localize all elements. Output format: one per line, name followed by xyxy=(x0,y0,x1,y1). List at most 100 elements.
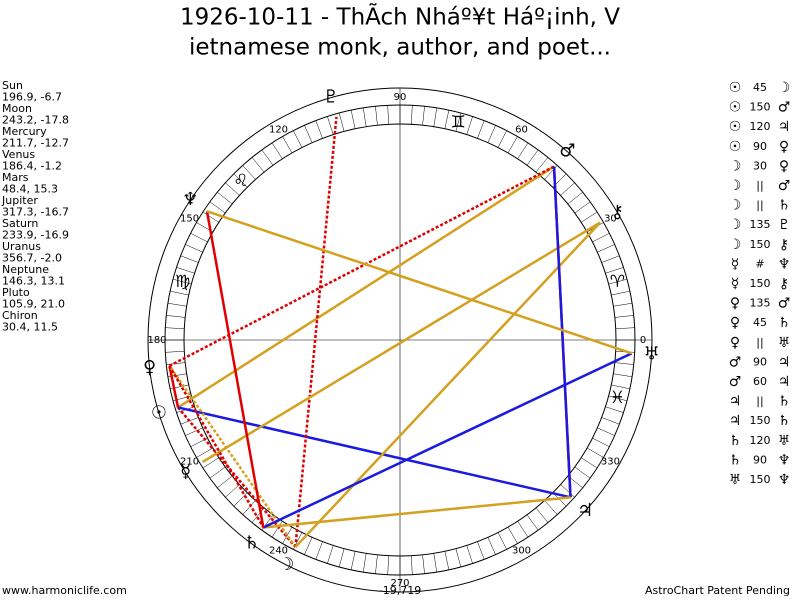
hatch-tick xyxy=(605,267,624,274)
aspect-right: ♆ xyxy=(778,256,791,272)
degree-label: 150 xyxy=(180,214,199,225)
aspect-right: ♅ xyxy=(778,433,791,449)
hatch-tick xyxy=(601,255,620,263)
planet-name: Sun xyxy=(2,79,23,92)
aspect-type: 150 xyxy=(750,414,771,427)
hatch-tick xyxy=(315,541,323,560)
planet-position: 105.9, 21.0 xyxy=(2,298,65,311)
planet-name: Uranus xyxy=(2,240,41,253)
aspect-left: ☽ xyxy=(729,237,742,253)
planet-position: 356.7, -2.0 xyxy=(2,252,62,265)
hatch-tick xyxy=(526,514,539,531)
aspect-right: ♀ xyxy=(779,158,789,174)
hatch-tick xyxy=(613,302,633,307)
aspect-line xyxy=(201,221,601,463)
hatch-tick xyxy=(592,437,610,447)
hatch-tick xyxy=(282,526,293,544)
hatch-tick xyxy=(338,112,345,132)
aspect-line xyxy=(294,116,338,548)
aspect-type: 120 xyxy=(750,434,771,447)
aspect-left: ☽ xyxy=(729,178,742,194)
aspect-left: ☿ xyxy=(731,256,740,272)
planet-glyph: ♇ xyxy=(323,87,339,108)
hatch-tick xyxy=(605,406,624,413)
hatch-tick xyxy=(209,201,226,214)
hatch-tick xyxy=(242,165,256,180)
hatch-tick xyxy=(592,233,610,243)
hatch-tick xyxy=(535,507,549,523)
aspect-left: ♄ xyxy=(729,452,742,468)
planet-name: Chiron xyxy=(2,309,38,322)
hatch-tick xyxy=(574,466,591,479)
hatch-tick xyxy=(166,315,186,318)
planet-position: 146.3, 13.1 xyxy=(2,275,65,288)
planet-position: 186.4, -1.2 xyxy=(2,160,62,173)
hatch-tick xyxy=(387,105,389,125)
aspect-left: ♂ xyxy=(729,354,742,370)
hatch-tick xyxy=(507,526,518,544)
aspect-type: 150 xyxy=(750,238,771,251)
hatch-tick xyxy=(165,327,185,329)
hatch-tick xyxy=(433,107,438,127)
planet-position: 233.9, -16.9 xyxy=(2,229,69,242)
aspect-right: ♆ xyxy=(778,452,791,468)
degree-label: 270 xyxy=(390,578,409,589)
hatch-tick xyxy=(167,302,187,307)
hatch-tick xyxy=(444,551,450,570)
degree-label: 180 xyxy=(147,335,166,346)
hatch-tick xyxy=(350,110,356,129)
aspect-left: ♀ xyxy=(730,315,740,331)
planet-position: 211.7, -12.7 xyxy=(2,137,69,150)
aspect-right: ☽ xyxy=(778,80,791,96)
planet-name: Saturn xyxy=(2,217,38,230)
hatch-tick xyxy=(477,541,485,560)
hatch-tick xyxy=(185,427,203,436)
hatch-tick xyxy=(172,278,192,285)
hatch-tick xyxy=(185,244,203,253)
hatch-tick xyxy=(271,142,283,159)
planet-name: Mars xyxy=(2,171,29,184)
aspect-right: ⚷ xyxy=(779,276,789,292)
hatch-tick xyxy=(375,106,378,126)
footer-center: -19,719 xyxy=(379,584,421,597)
aspect-line xyxy=(177,165,555,409)
aspect-line xyxy=(552,166,572,498)
hatch-tick xyxy=(586,447,604,458)
aspect-left: ☽ xyxy=(729,217,742,233)
planet-position: 30.4, 11.5 xyxy=(2,321,58,334)
hatch-tick xyxy=(202,211,219,223)
hatch-tick xyxy=(411,555,413,575)
sign-glyph: ♈ xyxy=(610,272,625,292)
aspect-type: 90 xyxy=(753,140,767,153)
hatch-tick xyxy=(362,107,367,127)
aspect-type: 135 xyxy=(750,218,771,231)
hatch-tick xyxy=(597,427,615,436)
planet-name: Jupiter xyxy=(1,194,38,207)
aspect-left: ♀ xyxy=(730,296,740,312)
degree-label: 330 xyxy=(601,457,620,468)
aspect-right: ♆ xyxy=(778,472,791,488)
hatch-tick xyxy=(544,500,558,515)
aspect-line xyxy=(262,352,633,529)
aspect-type: 150 xyxy=(750,473,771,486)
aspect-type: || xyxy=(756,395,763,408)
hatch-tick xyxy=(466,116,473,135)
aspect-type: 150 xyxy=(750,101,771,114)
aspect-type: 120 xyxy=(750,120,771,133)
planet-glyph: ♃ xyxy=(577,500,593,521)
aspect-left: ☽ xyxy=(729,158,742,174)
hatch-tick xyxy=(180,255,199,263)
title: 1926-10-11 - ThÃch Nháº¥t Háº¡inh, V xyxy=(180,3,620,31)
hatch-tick xyxy=(170,290,189,296)
hatch-tick xyxy=(251,507,265,523)
hatch-tick xyxy=(217,191,233,205)
hatch-tick xyxy=(535,157,549,173)
hatch-tick xyxy=(196,447,214,458)
aspect-line xyxy=(168,365,265,529)
aspect-right: ♇ xyxy=(778,217,791,233)
planet-glyph: ☿ xyxy=(180,461,191,482)
hatch-tick xyxy=(242,500,256,515)
planet-name: Pluto xyxy=(2,286,30,299)
hatch-tick xyxy=(507,136,518,154)
footer-left: www.harmoniclife.com xyxy=(2,584,127,597)
